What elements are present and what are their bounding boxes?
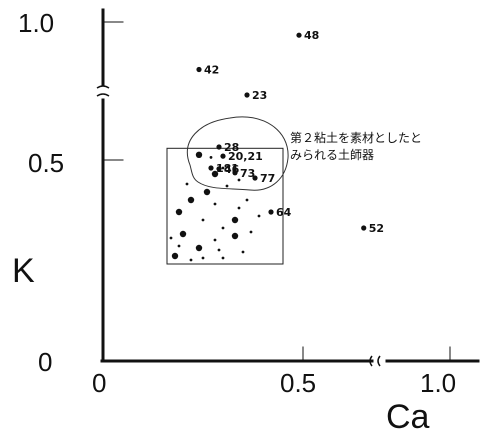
- data-point: [216, 144, 222, 150]
- point-label: 52: [369, 222, 384, 235]
- y-tick-label: 1.0: [18, 8, 54, 38]
- data-point: [249, 230, 253, 234]
- data-point: [361, 225, 367, 231]
- data-point: [257, 214, 261, 218]
- y-axis-break-mark: [96, 85, 110, 97]
- data-point: [221, 166, 225, 170]
- data-point: [196, 66, 202, 73]
- data-point: [213, 202, 217, 206]
- point-label: 73: [240, 167, 255, 180]
- data-point: [211, 170, 219, 178]
- point-label: 28: [224, 141, 239, 154]
- data-point: [169, 236, 173, 240]
- data-point: [187, 196, 195, 204]
- data-point: [208, 165, 214, 171]
- data-point: [217, 248, 221, 252]
- data-point: [237, 178, 241, 182]
- axes: [96, 8, 480, 367]
- y-axis-title: K: [12, 252, 35, 290]
- cluster-box: [166, 147, 284, 265]
- data-point: [220, 153, 226, 159]
- data-point: [232, 170, 238, 176]
- point-label: 42: [204, 64, 219, 77]
- point-label: 20,21: [228, 150, 263, 163]
- data-point: [245, 198, 249, 202]
- data-point: [231, 232, 239, 240]
- data-point: [209, 156, 213, 159]
- data-point: [221, 256, 225, 260]
- data-points: [169, 32, 367, 262]
- data-point: [177, 244, 181, 248]
- annotation-line-1: 第２粘土を素材としたと: [290, 130, 422, 145]
- x-tick-label: 0: [92, 368, 106, 398]
- data-point: [221, 226, 225, 230]
- data-point: [296, 32, 302, 38]
- y-tick-label: 0.5: [28, 148, 64, 178]
- point-label: 46: [224, 163, 240, 176]
- data-point: [225, 184, 229, 188]
- data-point: [252, 175, 258, 181]
- data-point: [175, 208, 183, 216]
- point-label: 64: [276, 206, 292, 219]
- data-point: [237, 206, 241, 210]
- data-point: [179, 230, 187, 238]
- data-point: [241, 250, 245, 254]
- x-axis-title: Ca: [386, 398, 430, 436]
- point-label: 23: [252, 89, 267, 102]
- data-point: [185, 182, 189, 186]
- data-point: [201, 218, 205, 222]
- data-point: [189, 258, 193, 262]
- data-point: [171, 252, 179, 260]
- y-tick-label: 0: [38, 347, 52, 377]
- data-point: [203, 188, 211, 196]
- point-label: 48: [304, 29, 319, 42]
- data-point: [244, 92, 250, 98]
- x-axis-break-mark: [369, 355, 381, 367]
- cluster-region: [166, 116, 289, 265]
- data-point: [231, 216, 239, 224]
- data-point: [201, 256, 205, 260]
- data-point: [195, 151, 203, 158]
- data-point: [216, 166, 222, 172]
- data-point: [213, 238, 217, 242]
- x-tick-label: 1.0: [420, 368, 456, 398]
- annotation-line-2: みられる土師器: [290, 148, 374, 162]
- point-label: 77: [260, 172, 275, 185]
- data-point: [195, 244, 203, 252]
- point-label: 181: [216, 162, 239, 175]
- x-tick-label: 0.5: [280, 368, 316, 398]
- data-point: [268, 209, 274, 215]
- group-contour: [186, 116, 289, 191]
